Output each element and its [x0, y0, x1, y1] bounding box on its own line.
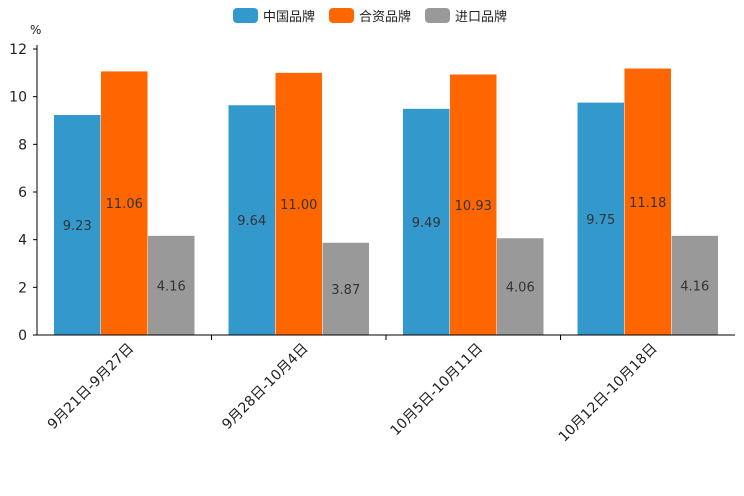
legend: 中国品牌 合资品牌 进口品牌 [233, 8, 507, 25]
y-tick-label: 10 [9, 90, 27, 106]
data-label: 11.18 [629, 196, 666, 211]
y-tick-label: 2 [18, 280, 27, 296]
data-label: 3.87 [331, 283, 360, 298]
legend-swatch [233, 8, 258, 23]
legend-swatch [329, 8, 354, 23]
bar [403, 108, 450, 336]
y-tick-label: 12 [9, 42, 27, 58]
y-tick-label: 4 [18, 233, 27, 249]
y-axis-unit: % [30, 23, 41, 37]
x-tick-label: 10月5日-10月11日 [388, 341, 487, 440]
data-label: 4.06 [506, 281, 535, 296]
legend-label: 中国品牌 [263, 9, 315, 25]
y-tick-label: 0 [18, 328, 27, 344]
data-label: 9.23 [63, 219, 92, 234]
legend-label: 进口品牌 [455, 9, 507, 25]
legend-label: 合资品牌 [359, 9, 411, 25]
x-tick-label: 9月28日-10月4日 [219, 341, 311, 433]
data-label: 11.06 [106, 197, 143, 212]
x-tick-label: 9月21日-9月27日 [45, 341, 137, 433]
bar [101, 71, 148, 336]
bar [671, 235, 718, 335]
legend-swatch [425, 8, 450, 23]
x-axis: 9月21日-9月27日 9月28日-10月4日 10月5日-10月11日 10月12日… [37, 334, 735, 446]
bar [54, 115, 101, 335]
bar [322, 242, 369, 335]
y-tick-label: 8 [18, 137, 27, 153]
bar [577, 102, 624, 335]
x-tick-label: 10月12日-10月18日 [556, 341, 661, 446]
bar [228, 105, 275, 335]
bar [275, 72, 322, 335]
y-axis: 0 2 4 6 8 10 12 [9, 42, 38, 344]
data-label: 9.64 [237, 214, 266, 229]
bar [450, 74, 497, 336]
data-label: 4.16 [157, 279, 186, 294]
bar [624, 68, 671, 335]
data-label: 4.16 [680, 279, 709, 294]
data-label: 9.75 [586, 213, 615, 228]
bars: 9.23 11.06 4.16 9.64 11.00 3.87 9.49 10.93 4.06 9… [54, 68, 718, 336]
data-label: 11.00 [280, 198, 317, 213]
data-label: 10.93 [455, 199, 492, 214]
bar [497, 238, 544, 335]
bar [148, 235, 195, 335]
y-tick-label: 6 [18, 185, 27, 201]
data-label: 9.49 [412, 216, 441, 231]
